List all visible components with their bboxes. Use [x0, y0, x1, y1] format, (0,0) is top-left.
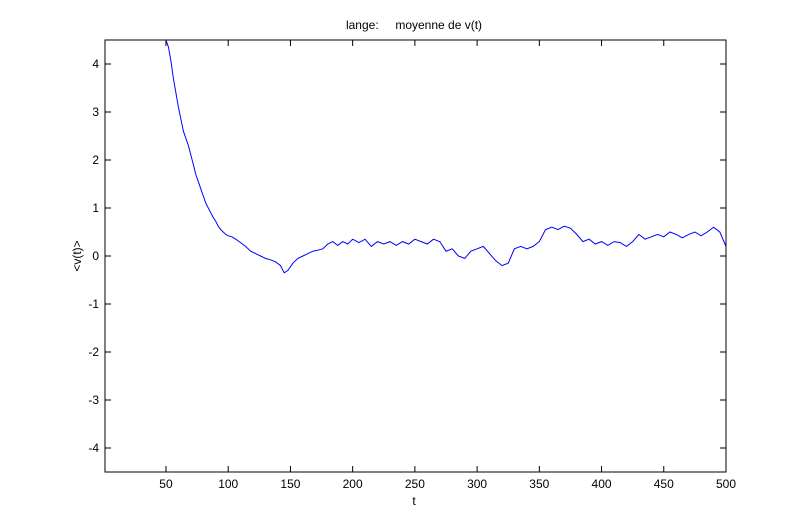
- x-tick-label: 50: [159, 477, 173, 491]
- x-tick-label: 450: [654, 477, 674, 491]
- y-tick-label: -1: [88, 297, 99, 311]
- y-tick-label: 1: [92, 201, 99, 215]
- series-line: [165, 40, 726, 274]
- x-tick-label: 250: [405, 477, 425, 491]
- y-tick-label: -3: [88, 393, 99, 407]
- x-tick-label: 100: [218, 477, 238, 491]
- y-tick-label: -4: [88, 441, 99, 455]
- axes-box: [104, 39, 727, 473]
- x-tick-label: 200: [343, 477, 363, 491]
- chart-title: lange: moyenne de v(t): [346, 18, 482, 32]
- x-tick-label: 500: [716, 477, 736, 491]
- x-tick-label: 150: [280, 477, 300, 491]
- y-tick-label: 0: [92, 249, 99, 263]
- y-tick-label: 3: [92, 105, 99, 119]
- plot-area: 50 100 150 200 250 300 350 400 450 500 4 3 2 1 0 -1 -2 -3…: [88, 39, 736, 491]
- x-tick-label: 300: [467, 477, 487, 491]
- y-tick-label: -2: [88, 345, 99, 359]
- y-tick-label: 2: [92, 153, 99, 167]
- y-axis-label: <v(t)>: [70, 240, 84, 271]
- x-tick-label: 400: [592, 477, 612, 491]
- x-axis-label: t: [412, 494, 416, 508]
- y-tick-label: 4: [92, 57, 99, 71]
- x-tick-label: 350: [529, 477, 549, 491]
